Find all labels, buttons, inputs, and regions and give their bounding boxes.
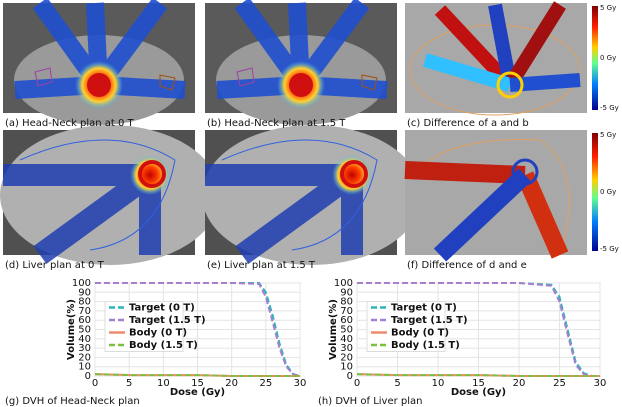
legend-label: Target (0 T) <box>391 303 457 314</box>
x-tick-label: 30 <box>594 378 607 389</box>
caption: (a) Head-Neck plan at 0 T <box>5 118 135 129</box>
figure: 5 Gy 0 Gy -5 Gy 5 Gy 0 Gy -5 Gy (a) Head… <box>0 0 622 407</box>
image-f <box>405 130 598 255</box>
caption: (c) Difference of a and b <box>407 118 529 129</box>
legend-label: Target (0 T) <box>129 303 195 314</box>
image-b <box>205 3 397 125</box>
colorbar-label: -5 Gy <box>600 245 619 253</box>
image-d <box>0 125 220 265</box>
image-c <box>405 3 598 115</box>
caption: (h) DVH of Liver plan <box>318 396 423 407</box>
caption: (b) Head-Neck plan at 1.5 T <box>207 118 346 129</box>
image-a <box>3 3 195 125</box>
x-tick-label: 25 <box>553 378 566 389</box>
x-tick-label: 5 <box>126 378 132 389</box>
y-axis-label: Volume(%) <box>66 299 77 360</box>
legend-label: Body (1.5 T) <box>391 340 460 351</box>
x-tick-label: 20 <box>513 378 526 389</box>
x-tick-label: 0 <box>92 378 98 389</box>
x-tick-label: 20 <box>225 378 238 389</box>
x-tick-label: 30 <box>294 378 307 389</box>
legend-label: Target (1.5 T) <box>129 315 206 326</box>
x-tick-label: 25 <box>259 378 272 389</box>
colorbar-label: -5 Gy <box>600 104 619 112</box>
legend-label: Body (0 T) <box>391 328 449 339</box>
caption: (e) Liver plan at 1.5 T <box>207 260 316 271</box>
colorbar-label: 0 Gy <box>600 188 616 196</box>
x-tick-label: 0 <box>354 378 360 389</box>
x-axis-label: Dose (Gy) <box>170 387 225 398</box>
x-tick-label: 10 <box>157 378 170 389</box>
caption: (f) Difference of d and e <box>407 260 527 271</box>
y-tick-label: 100 <box>334 278 353 289</box>
x-tick-label: 5 <box>394 378 400 389</box>
caption: (g) DVH of Head-Neck plan <box>5 396 140 407</box>
legend-label: Body (0 T) <box>129 328 187 339</box>
colorbar-label: 0 Gy <box>600 54 616 62</box>
legend-label: Target (1.5 T) <box>391 315 468 326</box>
image-e <box>202 125 422 265</box>
y-tick-label: 100 <box>72 278 91 289</box>
y-axis-label: Volume(%) <box>328 299 339 360</box>
x-axis-label: Dose (Gy) <box>451 387 506 398</box>
caption: (d) Liver plan at 0 T <box>5 260 105 271</box>
legend-label: Body (1.5 T) <box>129 340 198 351</box>
colorbar-label: 5 Gy <box>600 4 616 12</box>
x-tick-label: 10 <box>432 378 445 389</box>
colorbar-label: 5 Gy <box>600 131 616 139</box>
